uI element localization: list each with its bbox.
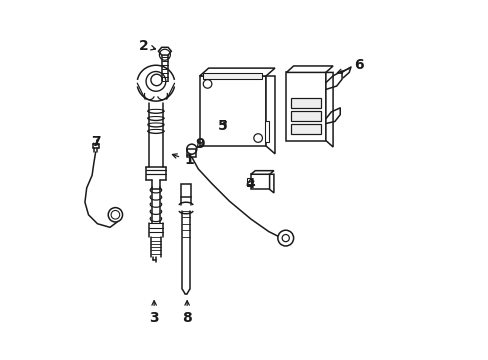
Bar (286, 72, 325, 140)
Bar (290, 111, 321, 121)
Bar (199, 76, 265, 146)
Polygon shape (199, 68, 274, 76)
Text: 9: 9 (194, 137, 204, 151)
Polygon shape (286, 66, 332, 72)
Text: 2: 2 (138, 39, 155, 53)
Text: 3: 3 (149, 301, 159, 325)
Text: 8: 8 (182, 301, 192, 325)
Polygon shape (325, 72, 332, 147)
Bar (250, 174, 269, 189)
Text: 4: 4 (245, 177, 255, 190)
Circle shape (108, 208, 122, 222)
Bar (203, 73, 262, 79)
Bar (181, 184, 190, 197)
Polygon shape (250, 171, 273, 174)
Circle shape (277, 230, 293, 246)
Polygon shape (265, 76, 274, 154)
Polygon shape (158, 47, 171, 55)
Bar (264, 121, 269, 142)
Text: 6: 6 (337, 58, 364, 73)
Bar (290, 124, 321, 134)
Polygon shape (269, 174, 273, 193)
Text: 5: 5 (218, 119, 227, 133)
Bar (187, 149, 196, 157)
Text: 7: 7 (91, 135, 100, 149)
Bar (247, 177, 250, 186)
Text: 1: 1 (172, 153, 193, 167)
Bar (290, 98, 321, 108)
